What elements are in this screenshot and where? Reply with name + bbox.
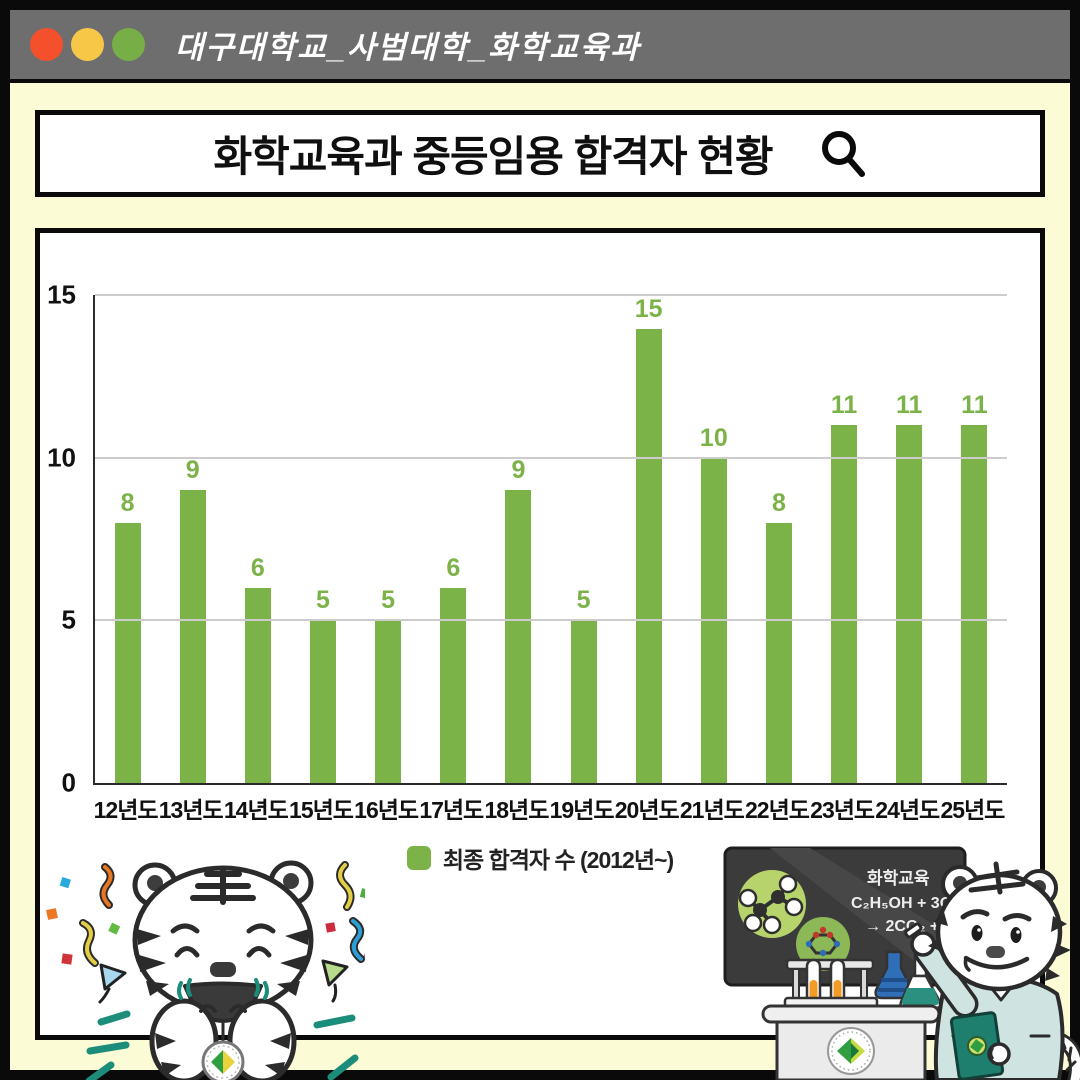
bar-value-label: 11 <box>961 391 988 420</box>
x-axis-label: 18년도 <box>484 797 549 823</box>
bar <box>961 425 988 783</box>
bar-column-20년도: 15 <box>616 295 681 783</box>
window-controls <box>30 28 145 61</box>
bar <box>309 620 336 783</box>
bar-value-label: 6 <box>446 553 461 582</box>
y-axis-tick-label: 10 <box>47 442 76 473</box>
bar <box>505 490 532 783</box>
window-title: 대구대학교_사범대학_화학교육과 <box>175 30 641 65</box>
x-axis-label: 24년도 <box>875 797 940 823</box>
y-axis-tick-label: 15 <box>47 279 76 310</box>
bar-column-13년도: 9 <box>160 295 225 783</box>
confetti-decoration <box>46 861 365 1004</box>
tiger-teacher <box>904 861 1080 1080</box>
gridline <box>95 456 1007 459</box>
x-axis-label: 14년도 <box>223 797 289 823</box>
x-axis-label: 25년도 <box>940 797 1005 823</box>
bar-value-label: 5 <box>576 586 591 615</box>
bar <box>635 329 662 783</box>
bar-column-21년도: 10 <box>681 295 746 783</box>
x-axis-label: 23년도 <box>810 797 875 823</box>
bar <box>765 522 792 783</box>
x-axis-label: 17년도 <box>419 797 484 823</box>
blackboard-title: 화학교육 <box>867 869 930 888</box>
bar-column-12년도: 8 <box>95 295 160 783</box>
x-axis-labels: 12년도 13년도 14년도 15년도 16년도 17년도 18년도 19년도 20년도 21년도… <box>93 791 1006 825</box>
page-title: 화학교육과 중등임용 합격자 현황 <box>213 133 774 180</box>
bar-column-22년도: 8 <box>746 295 811 783</box>
chemistry-lesson-illustration: 화학교육 C₂H₅OH + 3O₂ → 2CO₂ + 3H₂O <box>723 846 1080 1080</box>
bar <box>114 522 141 783</box>
bar-chart-plot-area: 8 9 6 5 5 6 9 5 15 10 8 11 11 11 <box>93 294 1007 785</box>
y-axis: 0 5 10 15 <box>36 280 86 798</box>
bar-value-label: 8 <box>120 488 135 517</box>
tiger-mascot-celebrating <box>46 860 365 1080</box>
bar-column-19년도: 5 <box>551 295 616 783</box>
tiger-celebrating <box>132 860 314 1080</box>
bar-column-25년도: 11 <box>942 295 1007 783</box>
bar-value-label: 9 <box>511 456 526 485</box>
bar-value-label: 10 <box>699 423 728 452</box>
bar-column-18년도: 9 <box>486 295 551 783</box>
window-button-green[interactable] <box>112 28 145 61</box>
x-axis-label: 19년도 <box>549 797 615 823</box>
x-axis-label: 22년도 <box>745 797 810 823</box>
bar-value-label: 6 <box>250 553 265 582</box>
bar-value-label: 8 <box>772 488 786 517</box>
window-button-red[interactable] <box>30 28 63 61</box>
legend-swatch <box>406 846 431 870</box>
bar <box>375 620 402 783</box>
clap-sparks <box>85 1010 359 1080</box>
y-axis-tick-label: 0 <box>61 767 76 798</box>
bar-value-label: 9 <box>185 456 200 485</box>
gridline <box>95 294 1007 296</box>
bar-value-label: 15 <box>634 295 663 323</box>
bar-value-label: 11 <box>896 391 923 420</box>
page-background: 대구대학교_사범대학_화학교육과 화학교육과 중등임용 합격자 현황 0 5 10 1… <box>10 10 1080 1080</box>
window-titlebar: 대구대학교_사범대학_화학교육과 <box>10 10 1070 83</box>
lab-desk <box>761 1004 941 1080</box>
bar <box>244 587 271 783</box>
gridline <box>95 619 1007 622</box>
bar <box>440 587 467 783</box>
molecule-bubble-small <box>796 917 850 971</box>
bar-column-24년도: 11 <box>877 295 942 783</box>
bar <box>179 490 206 783</box>
bar-value-label: 11 <box>830 391 858 420</box>
chart-legend: 최종 합격자 수 (2012년~) <box>40 841 1040 875</box>
x-axis-label: 16년도 <box>354 797 419 823</box>
window-button-yellow[interactable] <box>71 28 104 61</box>
title-search-bar: 화학교육과 중등임용 합격자 현황 <box>35 110 1045 197</box>
search-icon[interactable] <box>818 128 866 180</box>
blackboard-equation-line1: C₂H₅OH + 3O₂ <box>851 895 959 912</box>
bar <box>570 620 597 783</box>
x-axis-label: 15년도 <box>289 797 354 823</box>
x-axis-label: 20년도 <box>614 797 680 823</box>
bar-value-label: 5 <box>316 586 330 615</box>
legend-label: 최종 합격자 수 (2012년~) <box>442 847 674 873</box>
bar-column-15년도: 5 <box>290 295 355 783</box>
x-axis-label: 21년도 <box>679 797 745 823</box>
bar-value-label: 5 <box>381 586 396 615</box>
bar-column-16년도: 5 <box>356 295 421 783</box>
bar-column-17년도: 6 <box>421 295 486 783</box>
y-axis-tick-label: 5 <box>61 604 76 635</box>
bar-column-23년도: 11 <box>812 295 877 783</box>
bar-column-14년도: 6 <box>225 295 290 783</box>
bar <box>831 425 858 783</box>
x-axis-label: 12년도 <box>93 797 159 823</box>
bars-container: 8 9 6 5 5 6 9 5 15 10 8 11 11 11 <box>95 295 1007 783</box>
x-axis-label: 13년도 <box>158 797 224 823</box>
bar <box>896 425 923 783</box>
